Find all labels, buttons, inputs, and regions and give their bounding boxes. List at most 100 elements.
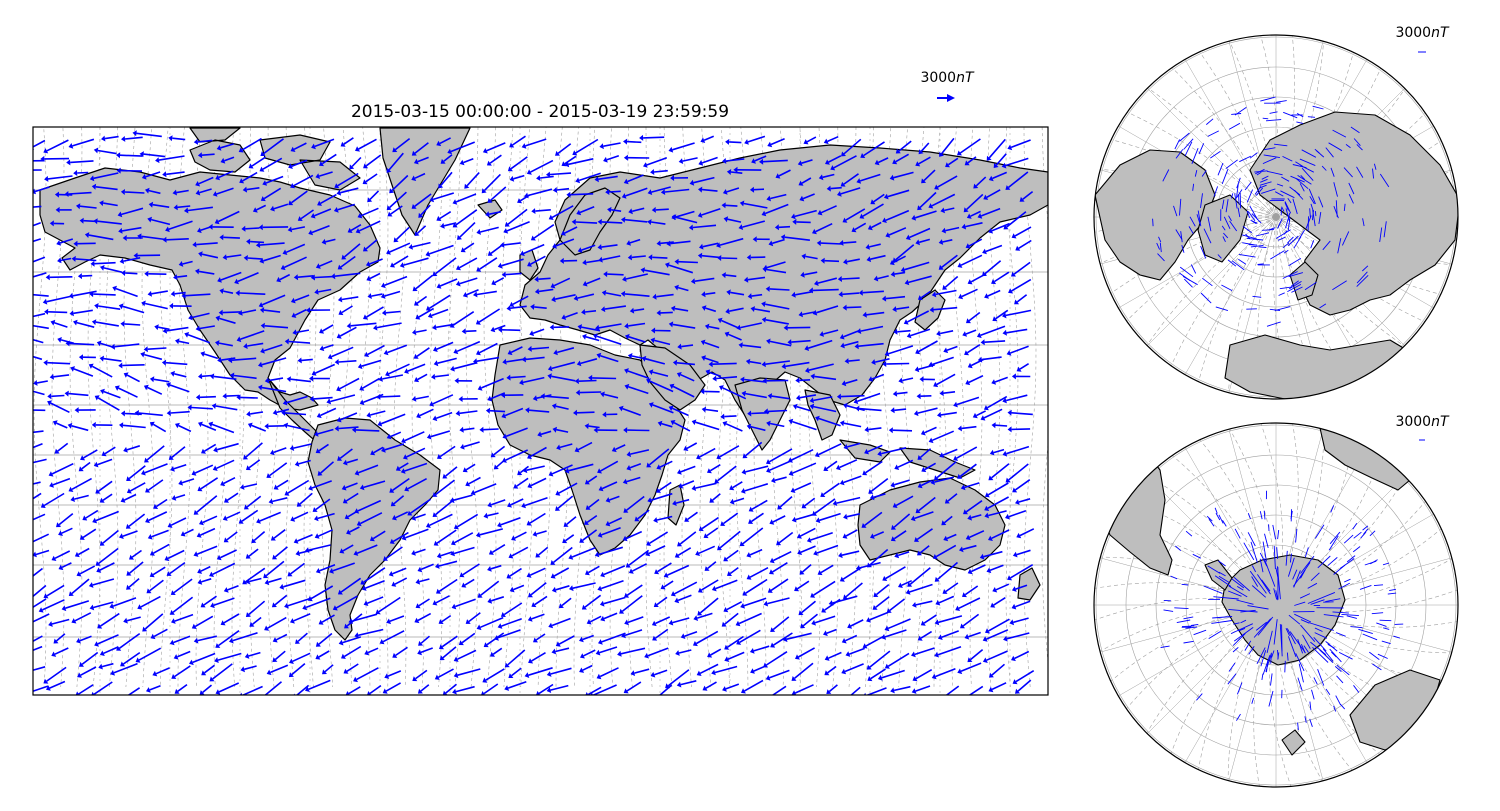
vector-arrow-head (40, 155, 45, 162)
vector-arrow-head (162, 171, 167, 178)
vector-arrow-head (453, 672, 459, 679)
vector-arrow-shaft (975, 176, 987, 187)
vector-arrow-shaft (414, 513, 426, 519)
vector-arrow-head (696, 670, 702, 676)
vector-arrow-head (438, 183, 444, 189)
vector-arrow-shaft (819, 512, 841, 522)
vector-arrow-head (180, 531, 186, 537)
vector-arrow-head (481, 691, 486, 695)
vector-arrow-shaft (962, 613, 980, 627)
vector-arrow-shaft (158, 155, 185, 161)
vector-arrow-head (482, 677, 488, 683)
vector-arrow-shaft (198, 270, 215, 275)
vector-arrow-head (551, 296, 556, 303)
vector-arrow-head (890, 271, 895, 278)
polar-vector (1303, 645, 1309, 653)
vector-arrow-head (580, 653, 585, 659)
vector-arrow-head (216, 554, 222, 561)
vector-arrow-head (873, 275, 879, 282)
vector-arrow-shaft (455, 598, 476, 608)
vector-arrow-head (210, 602, 215, 609)
vector-arrow-shaft (862, 203, 884, 217)
vector-arrow-shaft (893, 685, 911, 692)
vector-arrow-head (222, 254, 227, 261)
north-greenland (1197, 194, 1249, 263)
vector-arrow-shaft (524, 497, 548, 507)
vector-arrow-shaft (670, 240, 691, 245)
vector-arrow-head (218, 309, 223, 316)
south-map-frame (1093, 422, 1459, 788)
vector-arrow-shaft (443, 222, 457, 227)
vector-arrow-shaft (81, 461, 91, 470)
polar-vector (1291, 286, 1303, 293)
vector-arrow-shaft (441, 635, 458, 648)
vector-arrow-head (133, 252, 138, 259)
vector-arrow-head (341, 653, 346, 659)
polar-vector (1393, 635, 1401, 639)
vector-arrow-head (359, 385, 365, 391)
polar-vector (1289, 631, 1306, 654)
vector-arrow-head (670, 420, 676, 426)
vector-arrow-shaft (931, 193, 956, 207)
polar-vector (1246, 189, 1254, 203)
vector-arrow-head (95, 561, 101, 566)
vector-arrow-head (497, 262, 503, 269)
vector-arrow-head (378, 376, 383, 382)
vector-arrow-head (255, 242, 261, 248)
vector-arrow-head (195, 268, 200, 275)
vector-arrow-head (246, 238, 251, 245)
vector-arrow-shaft (365, 579, 385, 589)
vector-arrow-shaft (343, 137, 354, 145)
vector-arrow-shaft (947, 493, 958, 502)
vector-arrow-shaft (904, 261, 930, 271)
vector-arrow-shaft (652, 404, 674, 414)
polar-vector (1260, 96, 1276, 102)
polar-vector (1185, 626, 1198, 629)
polar-vector (1360, 531, 1367, 539)
vector-arrow-shaft (795, 513, 815, 521)
vector-arrow-shaft (706, 527, 719, 537)
vector-arrow-shaft (516, 477, 529, 487)
vector-arrow-head (513, 483, 519, 489)
vector-arrow-head (989, 449, 995, 456)
vector-arrow-head (337, 455, 343, 461)
vector-arrow-shaft (564, 226, 578, 234)
vector-arrow-head (980, 339, 985, 346)
vector-arrow-shaft (197, 545, 218, 555)
vector-arrow-head (984, 505, 990, 511)
vector-arrow-shaft (1005, 309, 1032, 317)
vector-arrow-shaft (340, 412, 358, 421)
vector-arrow-head (931, 291, 937, 298)
vector-arrow-head (101, 135, 106, 142)
vector-arrow-shaft (941, 254, 958, 268)
vector-arrow-shaft (791, 448, 814, 461)
vector-arrow-head (99, 200, 104, 207)
vector-arrow-head (624, 368, 629, 374)
vector-arrow-shaft (243, 665, 257, 671)
vector-arrow-shaft (994, 376, 1008, 383)
vector-arrow-shaft (291, 159, 308, 167)
vector-arrow-shaft (459, 277, 478, 285)
vector-arrow-head (941, 227, 946, 234)
polar-vector (1294, 601, 1306, 606)
vector-arrow-shaft (263, 254, 281, 262)
vector-arrow-head (483, 642, 489, 648)
vector-arrow-head (701, 291, 706, 298)
polar-vector (1213, 186, 1219, 197)
polar-vector (1231, 113, 1242, 115)
vector-arrow-shaft (436, 411, 453, 420)
vector-arrow-head (197, 568, 203, 574)
vector-arrow-shaft (262, 157, 283, 170)
magnetic-meridian (1197, 216, 1277, 385)
vector-arrow-shaft (192, 652, 216, 664)
vector-arrow-head (476, 350, 481, 356)
vector-arrow-shaft (496, 459, 506, 468)
vector-arrow-shaft (389, 191, 407, 209)
vector-arrow-head (1015, 688, 1020, 694)
vector-arrow-head (381, 282, 386, 289)
vector-arrow-shaft (356, 544, 378, 554)
vector-arrow-shaft (989, 564, 1004, 572)
vector-arrow-head (502, 358, 507, 365)
vector-arrow-head (842, 533, 848, 539)
vector-arrow-shaft (51, 462, 74, 475)
